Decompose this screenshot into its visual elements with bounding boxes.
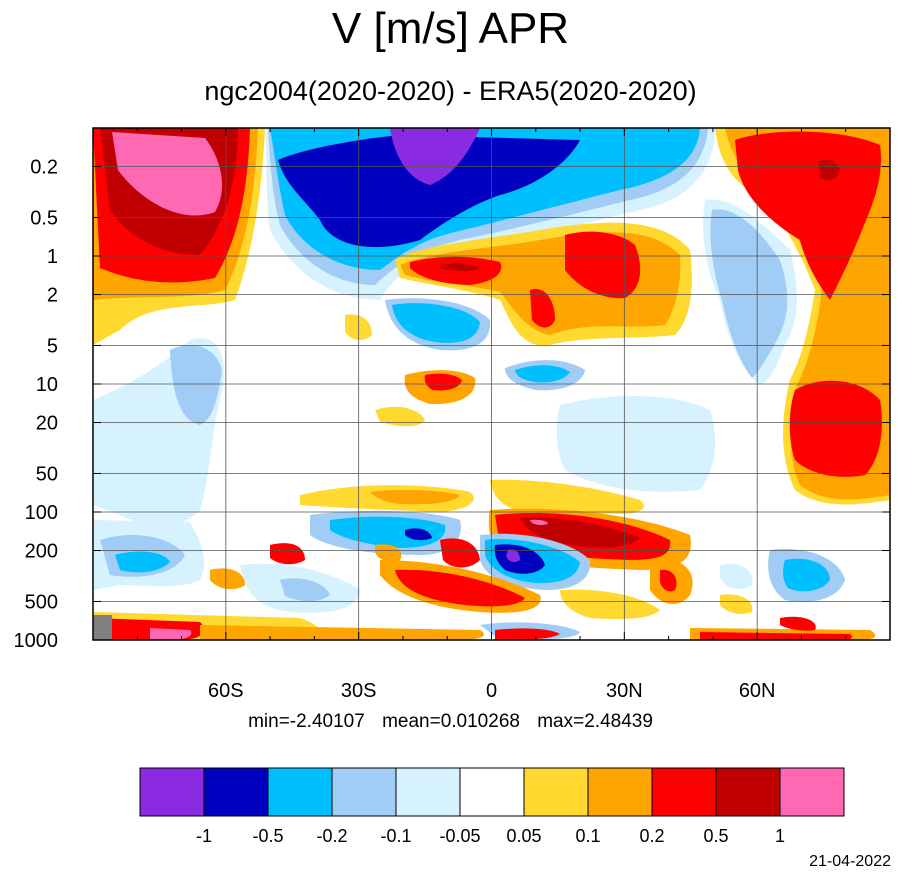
y-axis: 0.2 0.5 1 2 5 10 20 50 100 200 500 1000	[14, 157, 890, 652]
y-tick-label: 10	[36, 374, 58, 396]
x-tick-label: 60S	[208, 680, 244, 702]
x-axis: 60S 30S 0 30N 60N	[136, 128, 847, 702]
y-tick-label: 5	[47, 335, 58, 357]
y-tick-label: 20	[36, 413, 58, 435]
x-tick-label: 30N	[606, 680, 643, 702]
y-tick-label: 1000	[14, 630, 59, 652]
colorbar-label: -0.1	[380, 826, 411, 846]
colorbar-label: -0.5	[252, 826, 283, 846]
colorbar-swatch	[267, 767, 333, 817]
y-tick-label: 2	[47, 285, 58, 307]
colorbar-swatch	[587, 767, 653, 817]
stat-max: max=2.48439	[537, 711, 653, 732]
colorbar-swatch	[203, 767, 269, 817]
colorbar-swatch	[331, 767, 397, 817]
colorbar-label: -1	[196, 826, 212, 846]
x-tick-label: 0	[486, 680, 497, 702]
colorbar-label: 0.1	[575, 826, 600, 846]
field-statistics: min=-2.40107 mean=0.010268 max=2.48439	[0, 710, 901, 734]
colorbar-swatch	[651, 767, 717, 817]
y-tick-label: 500	[25, 591, 58, 613]
colorbar-label: 1	[775, 826, 785, 846]
stat-min: min=-2.40107	[248, 711, 365, 732]
colorbar-swatch	[715, 767, 781, 817]
colorbar-label: -0.05	[439, 826, 480, 846]
colorbar-swatch	[395, 767, 461, 817]
colorbar-swatch	[459, 767, 525, 817]
y-tick-label: 0.2	[30, 157, 58, 179]
y-tick-label: 1	[47, 246, 58, 268]
x-tick-label: 60N	[739, 680, 776, 702]
colorbar: -1 -0.5 -0.2 -0.1 -0.05 0.05 0.1 0.2 0.5 1	[139, 767, 845, 846]
colorbar-label: -0.2	[316, 826, 347, 846]
y-tick-label: 200	[25, 541, 58, 563]
chart-title: V [m/s] APR	[331, 4, 570, 53]
y-tick-label: 100	[25, 502, 58, 524]
colorbar-label: 0.5	[703, 826, 728, 846]
grid-lines	[93, 128, 890, 640]
colorbar-swatch	[523, 767, 589, 817]
x-tick-label: 30S	[341, 680, 377, 702]
chart-subtitle: ngc2004(2020-2020) - ERA5(2020-2020)	[204, 76, 697, 106]
colorbar-label: 0.05	[506, 826, 541, 846]
y-tick-label: 0.5	[30, 207, 58, 229]
y-tick-label: 50	[36, 463, 58, 485]
colorbar-swatch	[779, 767, 845, 817]
stat-mean: mean=0.010268	[382, 711, 520, 732]
colorbar-label: 0.2	[639, 826, 664, 846]
plot-date: 21-04-2022	[809, 853, 891, 870]
colorbar-swatch	[139, 767, 205, 817]
